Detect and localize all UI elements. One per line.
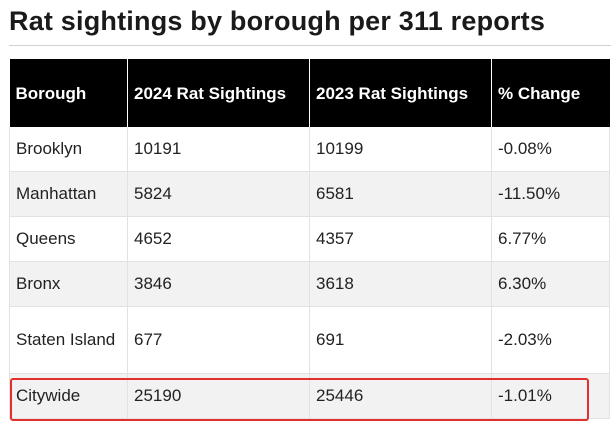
title-divider [9, 45, 611, 46]
cell-borough: Brooklyn [9, 127, 128, 172]
table-row: Manhattan 5824 6581 -11.50% [9, 171, 610, 217]
cell-borough: Bronx [9, 261, 128, 307]
cell-change: -1.01% [491, 373, 610, 419]
page-title: Rat sightings by borough per 311 reports [9, 6, 546, 36]
header-2023-sightings: 2023 Rat Sightings [309, 59, 492, 127]
cell-2024: 5824 [127, 171, 310, 217]
cell-change: -0.08% [491, 127, 610, 172]
cell-borough: Staten Island [9, 306, 128, 374]
cell-change: 6.30% [491, 261, 610, 307]
cell-2023: 6581 [309, 171, 492, 217]
cell-change: 6.77% [491, 216, 610, 262]
cell-2024: 10191 [127, 127, 310, 172]
table-row: Queens 4652 4357 6.77% [9, 216, 610, 262]
table-row: Bronx 3846 3618 6.30% [9, 261, 610, 307]
cell-2023: 4357 [309, 216, 492, 262]
header-percent-change: % Change [491, 59, 610, 127]
table-row: Brooklyn 10191 10199 -0.08% [9, 127, 610, 172]
table-header-row: Borough 2024 Rat Sightings 2023 Rat Sigh… [9, 59, 610, 127]
table-row: Staten Island 677 691 -2.03% [9, 306, 610, 374]
cell-borough: Manhattan [9, 171, 128, 217]
cell-2024: 677 [127, 306, 310, 374]
header-2024-sightings: 2024 Rat Sightings [127, 59, 310, 127]
header-borough: Borough [9, 59, 128, 127]
table-row-citywide: Citywide 25190 25446 -1.01% [9, 373, 610, 419]
cell-2023: 691 [309, 306, 492, 374]
cell-2023: 3618 [309, 261, 492, 307]
cell-borough: Queens [9, 216, 128, 262]
cell-change: -2.03% [491, 306, 610, 374]
cell-2024: 25190 [127, 373, 310, 419]
rat-sightings-table: Borough 2024 Rat Sightings 2023 Rat Sigh… [9, 59, 610, 419]
cell-2024: 4652 [127, 216, 310, 262]
cell-2024: 3846 [127, 261, 310, 307]
cell-2023: 25446 [309, 373, 492, 419]
cell-change: -11.50% [491, 171, 610, 217]
cell-2023: 10199 [309, 127, 492, 172]
cell-borough: Citywide [9, 373, 128, 419]
